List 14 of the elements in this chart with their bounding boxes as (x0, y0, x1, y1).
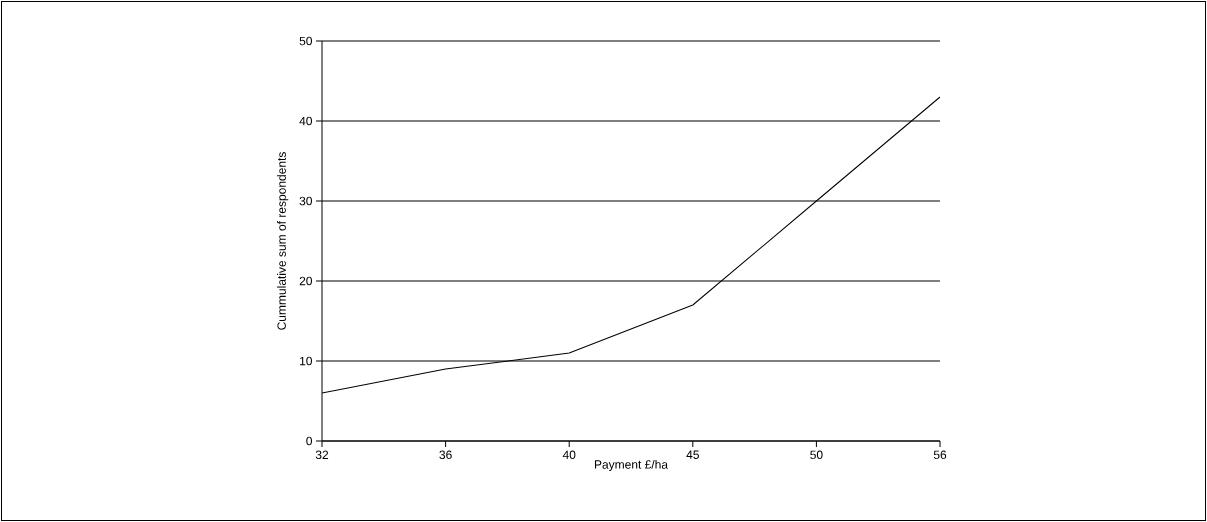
x-tick-label: 45 (686, 450, 699, 459)
y-tick-label: 0 (306, 436, 313, 446)
y-tick-label: 50 (299, 36, 313, 46)
x-axis-title: Payment £/ha (594, 459, 669, 472)
x-tick-label: 40 (562, 450, 576, 460)
y-tick-label: 30 (299, 196, 313, 206)
y-axis-title: Cummulative sum of respondents (277, 152, 289, 330)
x-tick-label: 56 (933, 450, 947, 460)
x-tick-label: 32 (315, 450, 329, 460)
y-tick-label: 10 (300, 356, 313, 366)
y-tick-label: 40 (299, 116, 313, 126)
x-tick-label: 36 (439, 450, 452, 460)
x-tick-label: 50 (810, 450, 823, 460)
y-tick-label: 20 (299, 276, 313, 286)
